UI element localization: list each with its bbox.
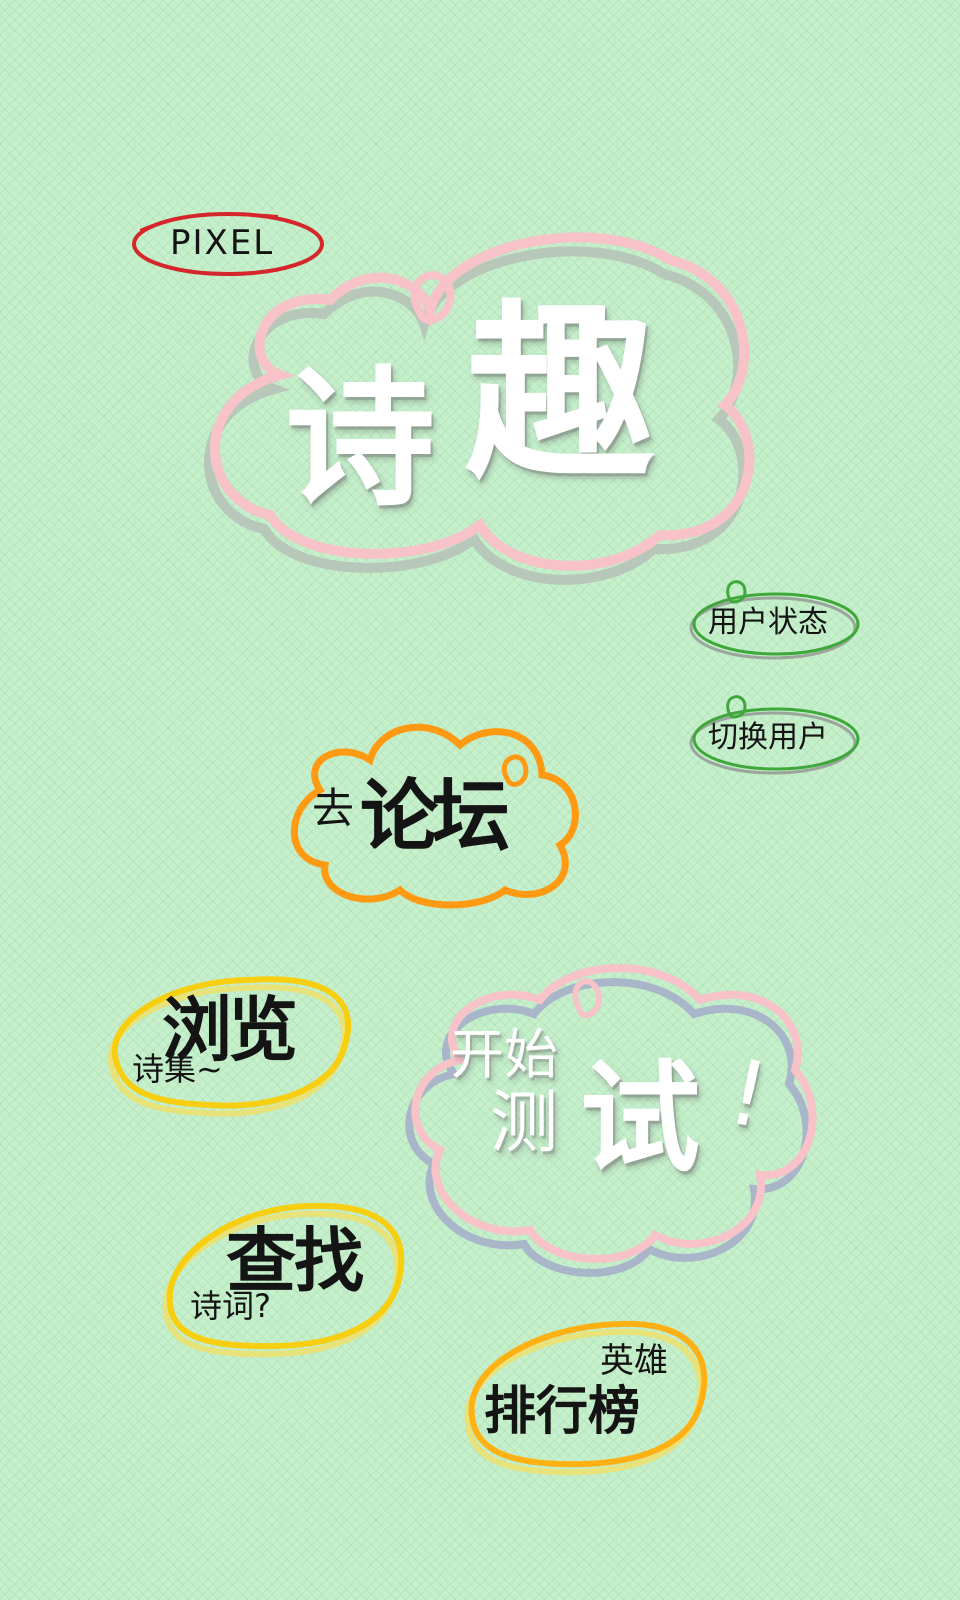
browse-big-label: 浏览: [162, 989, 298, 1071]
user-status-outline: [689, 580, 860, 660]
forum-button[interactable]: 去 论坛: [280, 720, 590, 920]
search-outline: [162, 1202, 405, 1358]
title-char-qu: 趣: [465, 284, 656, 505]
brand-oval-outline: [132, 212, 324, 276]
search-poems-button[interactable]: 查找 诗词?: [160, 1198, 420, 1358]
switch-user-button[interactable]: 切换用户: [689, 695, 870, 775]
forum-big-label: 论坛: [360, 772, 510, 862]
title-cloud: 诗 趣: [180, 220, 770, 600]
start-test-char-ce: 测: [490, 1084, 559, 1163]
forum-small-label: 去: [312, 784, 355, 833]
title-char-shi: 诗: [285, 353, 436, 527]
start-test-line1: 开始: [450, 1023, 558, 1086]
leaderboard-button[interactable]: 英雄 排行榜: [460, 1316, 720, 1476]
switch-user-outline: [689, 695, 860, 775]
search-small-label: 诗词?: [190, 1287, 271, 1325]
brand-label: PIXEL: [170, 223, 275, 263]
browse-small-label: 诗集~: [132, 1050, 223, 1088]
title-cloud-outline: [204, 232, 755, 585]
start-test-char-shi: 试: [580, 1050, 700, 1189]
browse-poems-button[interactable]: 浏览 诗集~: [100, 975, 360, 1117]
user-status-button[interactable]: 用户状态: [689, 580, 870, 660]
leaderboard-small-label: 英雄: [600, 1341, 668, 1381]
start-test-cloud-outline: [405, 964, 817, 1277]
switch-user-label: 切换用户: [708, 720, 828, 755]
leaderboard-big-label: 排行榜: [484, 1382, 641, 1442]
brand-badge: PIXEL: [128, 208, 328, 288]
user-status-label: 用户状态: [708, 605, 828, 640]
start-test-button[interactable]: 开始 测 试 !: [400, 960, 830, 1280]
forum-cloud-outline: [290, 723, 579, 909]
search-big-label: 查找: [226, 1220, 364, 1302]
browse-outline: [107, 976, 352, 1117]
leaderboard-outline: [464, 1320, 708, 1476]
